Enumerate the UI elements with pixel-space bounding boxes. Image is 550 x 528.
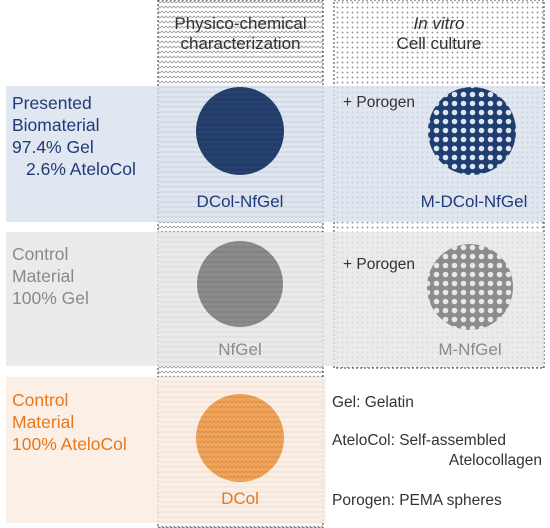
porogen-note-control-gel: + Porogen bbox=[343, 256, 415, 273]
control-atelocol-label-line1: Control bbox=[12, 390, 69, 410]
caption-m-dcol-nfgel: M-DCol-NfGel bbox=[420, 192, 528, 211]
legend-porogen: Porogen: PEMA spheres bbox=[332, 492, 502, 509]
invitro-header-line1: In vitro bbox=[413, 14, 465, 33]
control-gel-label-line1: Control bbox=[12, 244, 69, 264]
invitro-header: In vitro Cell culture bbox=[334, 14, 544, 55]
caption-dcol-nfgel: DCol-NfGel bbox=[196, 192, 284, 211]
legend-atelocol: AteloCol: Self-assembled bbox=[332, 432, 507, 449]
disc-m-dcol-nfgel-pores bbox=[428, 87, 516, 175]
control-atelocol-label: Control Material 100% AteloCol bbox=[12, 389, 127, 455]
presented-label-line4: 2.6% AteloCol bbox=[26, 159, 136, 179]
caption-m-nfgel: M-NfGel bbox=[438, 340, 502, 359]
legend-atelocol-cont: Atelocollagen bbox=[448, 452, 542, 469]
disc-nfgel-texture bbox=[197, 241, 283, 327]
control-atelocol-label-line2: Material bbox=[12, 412, 75, 432]
control-gel-label-line3: 100% Gel bbox=[12, 288, 89, 308]
physico-header: Physico-chemical characterization bbox=[158, 14, 323, 55]
presented-label-line1: Presented bbox=[12, 93, 92, 113]
presented-label: Presented Biomaterial 97.4% Gel 2.6% Ate… bbox=[12, 92, 136, 180]
control-atelocol-label-line3: 100% AteloCol bbox=[12, 434, 127, 454]
disc-dcol-texture bbox=[196, 394, 284, 482]
physico-header-line2: characterization bbox=[180, 34, 301, 54]
caption-nfgel: NfGel bbox=[218, 340, 262, 359]
control-gel-label: Control Material 100% Gel bbox=[12, 243, 89, 309]
porogen-note-presented: + Porogen bbox=[343, 94, 415, 111]
legend-gel: Gel: Gelatin bbox=[332, 394, 414, 411]
presented-label-line2: Biomaterial bbox=[12, 115, 100, 135]
invitro-header-line2: Cell culture bbox=[396, 34, 482, 54]
control-gel-label-line2: Material bbox=[12, 266, 75, 286]
presented-label-line3: 97.4% Gel bbox=[12, 137, 94, 157]
disc-m-nfgel-pores bbox=[427, 244, 513, 330]
disc-dcol-nfgel-texture bbox=[196, 87, 284, 175]
caption-dcol: DCol bbox=[221, 489, 259, 508]
physico-header-line1: Physico-chemical bbox=[174, 14, 307, 33]
